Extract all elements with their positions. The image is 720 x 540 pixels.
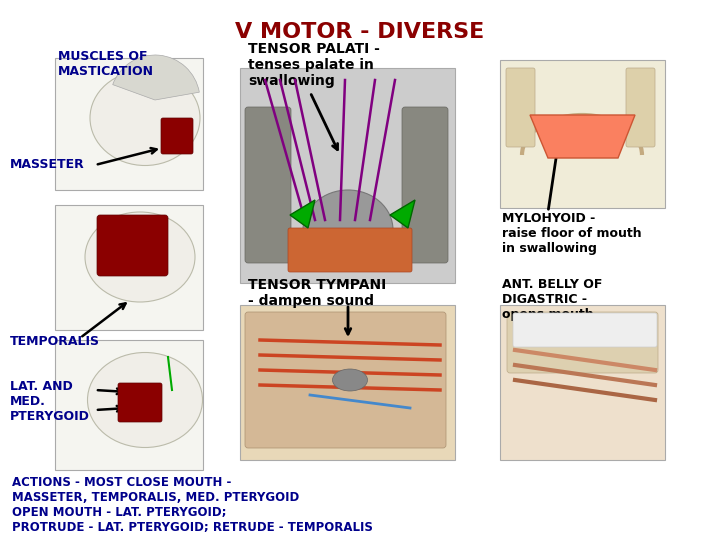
Text: V MOTOR - DIVERSE: V MOTOR - DIVERSE — [235, 22, 485, 42]
Text: TENSOR PALATI -
tenses palate in
swallowing: TENSOR PALATI - tenses palate in swallow… — [248, 42, 380, 89]
Bar — [55, 340, 203, 470]
Ellipse shape — [303, 190, 393, 270]
Text: TENSOR TYMPANI
- dampen sound: TENSOR TYMPANI - dampen sound — [248, 278, 386, 308]
Polygon shape — [530, 115, 635, 158]
Text: MASSETER: MASSETER — [10, 159, 85, 172]
FancyBboxPatch shape — [506, 68, 535, 147]
Text: ACTIONS - MOST CLOSE MOUTH -
MASSETER, TEMPORALIS, MED. PTERYGOID
OPEN MOUTH - L: ACTIONS - MOST CLOSE MOUTH - MASSETER, T… — [12, 476, 373, 534]
Ellipse shape — [85, 212, 195, 302]
Text: MYLOHYOID -
raise floor of mouth
in swallowing: MYLOHYOID - raise floor of mouth in swal… — [502, 212, 642, 255]
FancyBboxPatch shape — [507, 312, 658, 373]
FancyBboxPatch shape — [245, 107, 291, 263]
Bar — [500, 60, 665, 208]
Ellipse shape — [333, 369, 367, 391]
FancyBboxPatch shape — [402, 107, 448, 263]
FancyBboxPatch shape — [245, 312, 446, 448]
Bar — [500, 305, 665, 460]
FancyBboxPatch shape — [288, 228, 412, 272]
Bar — [240, 68, 455, 283]
Bar — [55, 205, 203, 330]
Bar — [55, 58, 203, 190]
Text: TEMPORALIS: TEMPORALIS — [10, 335, 100, 348]
Polygon shape — [390, 200, 415, 228]
FancyBboxPatch shape — [97, 215, 168, 276]
Bar — [240, 305, 455, 460]
Ellipse shape — [88, 353, 202, 448]
Wedge shape — [113, 55, 199, 100]
FancyBboxPatch shape — [118, 383, 162, 422]
Ellipse shape — [90, 71, 200, 165]
Text: LAT. AND
MED.
PTERYGOID: LAT. AND MED. PTERYGOID — [10, 380, 90, 423]
Polygon shape — [290, 200, 315, 228]
FancyBboxPatch shape — [161, 118, 193, 154]
FancyBboxPatch shape — [513, 313, 657, 347]
Text: MUSCLES OF
MASTICATION: MUSCLES OF MASTICATION — [58, 50, 154, 78]
FancyBboxPatch shape — [626, 68, 655, 147]
Text: ANT. BELLY OF
DIGASTRIC -
opens mouth: ANT. BELLY OF DIGASTRIC - opens mouth — [502, 278, 603, 321]
